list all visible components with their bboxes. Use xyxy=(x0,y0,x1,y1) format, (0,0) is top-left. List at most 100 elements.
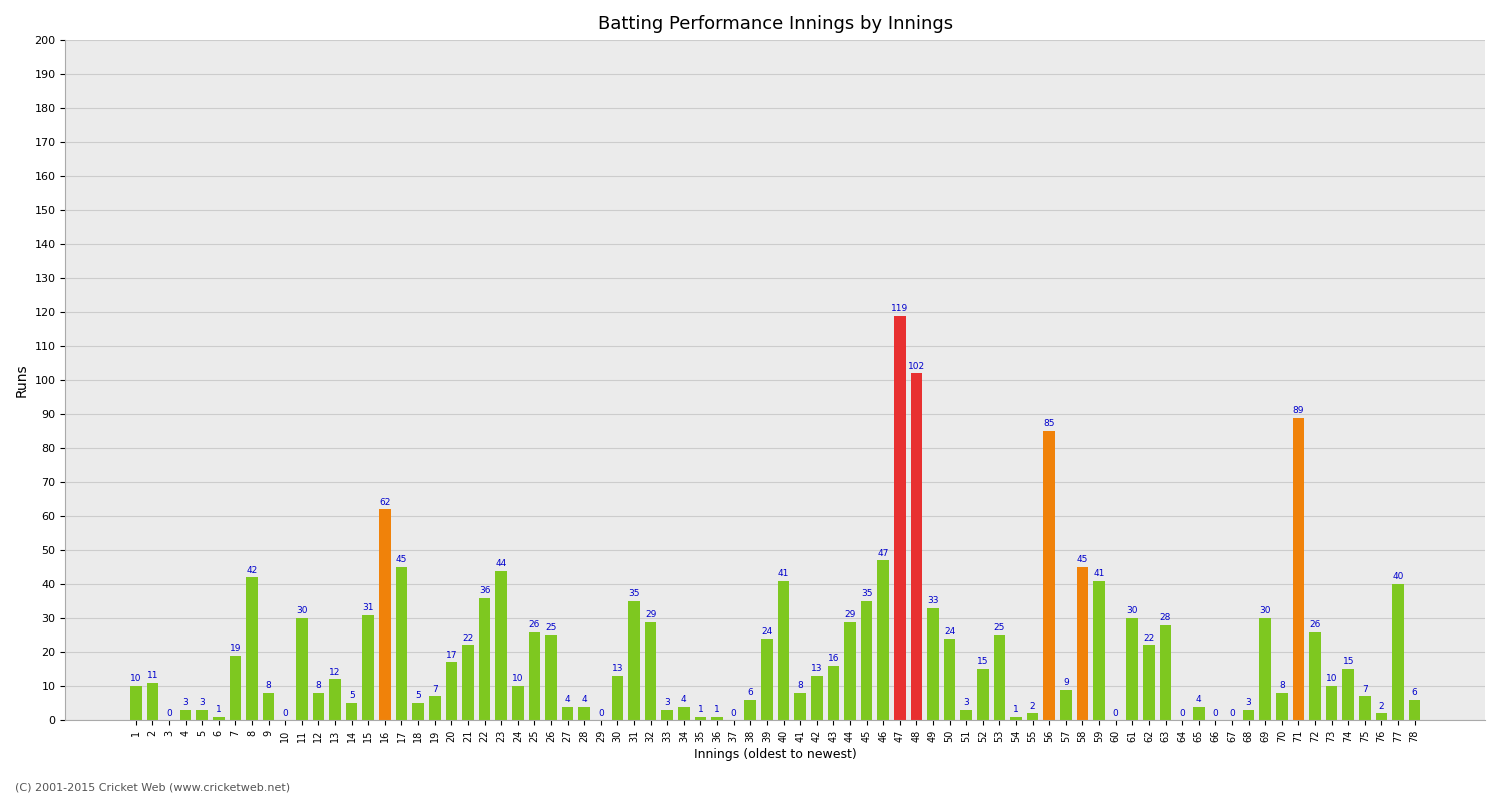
Text: 85: 85 xyxy=(1044,419,1054,429)
Bar xyxy=(380,510,390,720)
Text: 7: 7 xyxy=(432,685,438,694)
Text: 30: 30 xyxy=(296,606,307,615)
Text: 4: 4 xyxy=(681,695,687,704)
Text: 24: 24 xyxy=(762,627,772,636)
Text: 1: 1 xyxy=(714,705,720,714)
Bar xyxy=(346,703,357,720)
Bar xyxy=(1408,700,1420,720)
Bar xyxy=(1392,584,1404,720)
Text: 12: 12 xyxy=(330,668,340,677)
Text: 5: 5 xyxy=(350,691,354,701)
Bar xyxy=(645,622,657,720)
Text: 4: 4 xyxy=(582,695,586,704)
Bar xyxy=(711,717,723,720)
Bar xyxy=(993,635,1005,720)
Text: 45: 45 xyxy=(396,555,406,565)
Text: 10: 10 xyxy=(512,674,524,683)
Bar xyxy=(1293,418,1304,720)
Bar xyxy=(544,635,556,720)
Text: 0: 0 xyxy=(166,709,172,718)
Bar xyxy=(1160,625,1172,720)
Text: 17: 17 xyxy=(446,650,458,660)
Bar xyxy=(1376,714,1388,720)
Bar xyxy=(910,374,922,720)
Text: 102: 102 xyxy=(908,362,926,370)
Text: 0: 0 xyxy=(598,709,603,718)
Text: 33: 33 xyxy=(927,596,939,606)
Text: 3: 3 xyxy=(963,698,969,707)
Text: 26: 26 xyxy=(1310,620,1320,629)
Bar xyxy=(396,567,408,720)
Text: 2: 2 xyxy=(1378,702,1384,710)
Text: 26: 26 xyxy=(528,620,540,629)
Bar xyxy=(678,706,690,720)
Text: 25: 25 xyxy=(546,623,556,633)
Bar xyxy=(1094,581,1106,720)
Text: 62: 62 xyxy=(380,498,390,506)
Bar xyxy=(1310,632,1322,720)
Bar xyxy=(196,710,208,720)
Bar xyxy=(894,315,906,720)
Text: 5: 5 xyxy=(416,691,422,701)
Text: 15: 15 xyxy=(1342,658,1354,666)
Bar xyxy=(960,710,972,720)
Bar xyxy=(312,693,324,720)
Bar xyxy=(462,646,474,720)
Bar xyxy=(429,697,441,720)
Bar xyxy=(694,717,706,720)
Bar xyxy=(446,662,458,720)
Text: 10: 10 xyxy=(130,674,141,683)
Text: 8: 8 xyxy=(796,682,802,690)
Text: 22: 22 xyxy=(1143,634,1155,642)
Text: 0: 0 xyxy=(1228,709,1234,718)
Bar xyxy=(1143,646,1155,720)
Text: 16: 16 xyxy=(828,654,839,663)
Bar xyxy=(1326,686,1338,720)
Bar xyxy=(413,703,424,720)
Text: 30: 30 xyxy=(1126,606,1138,615)
Bar xyxy=(1276,693,1287,720)
Text: 8: 8 xyxy=(1280,682,1284,690)
Text: 24: 24 xyxy=(944,627,956,636)
Text: 28: 28 xyxy=(1160,614,1172,622)
Text: 36: 36 xyxy=(478,586,490,595)
Text: 6: 6 xyxy=(1412,688,1418,697)
Bar xyxy=(878,560,890,720)
Bar xyxy=(744,700,756,720)
Text: 3: 3 xyxy=(1245,698,1251,707)
Bar xyxy=(1342,670,1354,720)
Bar xyxy=(628,602,640,720)
Bar xyxy=(795,693,806,720)
Bar xyxy=(296,618,307,720)
Text: 2: 2 xyxy=(1030,702,1035,710)
Bar xyxy=(562,706,573,720)
Bar xyxy=(662,710,674,720)
Bar xyxy=(1044,431,1054,720)
Bar xyxy=(262,693,274,720)
Bar xyxy=(1028,714,1038,720)
Bar xyxy=(1126,618,1138,720)
Text: (C) 2001-2015 Cricket Web (www.cricketweb.net): (C) 2001-2015 Cricket Web (www.cricketwe… xyxy=(15,782,290,792)
Text: 1: 1 xyxy=(1013,705,1019,714)
Text: 8: 8 xyxy=(315,682,321,690)
Text: 119: 119 xyxy=(891,304,909,313)
Bar xyxy=(230,656,242,720)
Bar xyxy=(1359,697,1371,720)
Text: 10: 10 xyxy=(1326,674,1338,683)
Text: 45: 45 xyxy=(1077,555,1088,565)
Bar xyxy=(363,615,374,720)
Text: 22: 22 xyxy=(462,634,474,642)
Text: 13: 13 xyxy=(812,664,822,674)
Bar xyxy=(1244,710,1254,720)
Text: 25: 25 xyxy=(993,623,1005,633)
Text: 0: 0 xyxy=(282,709,288,718)
Text: 35: 35 xyxy=(628,590,640,598)
Bar xyxy=(512,686,524,720)
Bar xyxy=(1060,690,1071,720)
Text: 29: 29 xyxy=(645,610,657,619)
Text: 1: 1 xyxy=(698,705,703,714)
Bar xyxy=(147,683,158,720)
Bar xyxy=(579,706,590,720)
Bar xyxy=(495,570,507,720)
Text: 4: 4 xyxy=(1196,695,1202,704)
